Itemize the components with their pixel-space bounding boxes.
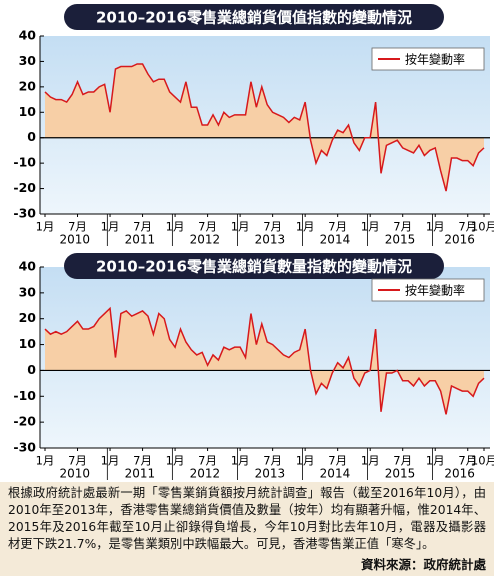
y-tick-label: 30 <box>19 284 37 299</box>
x-tick-label: 1月 <box>296 454 315 468</box>
x-tick-label: 1月 <box>361 454 380 468</box>
y-tick-label: -10 <box>13 155 36 170</box>
x-tick-label: 7月 <box>263 454 282 468</box>
legend-box <box>371 278 485 302</box>
note-text: 根據政府統計處最新一期「零售業銷貨額按月統計調查」報告（截至2016年10月），… <box>8 486 486 551</box>
y-tick-label: 20 <box>19 78 37 93</box>
y-tick-label: 0 <box>27 129 36 144</box>
x-tick-label: 7月 <box>133 220 152 234</box>
x-tick-label: 7月 <box>198 220 217 234</box>
x-tick-label: 1月 <box>231 454 250 468</box>
x-group-label: 2015 <box>385 467 416 481</box>
x-tick-label: 7月 <box>68 454 87 468</box>
x-tick-label: 1月 <box>36 454 55 468</box>
x-group-label: 2010 <box>60 233 91 247</box>
y-tick-label: 20 <box>19 310 37 325</box>
y-tick-label: -20 <box>13 414 36 429</box>
x-tick-label: 7月 <box>393 454 412 468</box>
x-tick-label: 7月 <box>68 220 87 234</box>
x-group-label: 2013 <box>255 233 286 247</box>
chart-title: 2010–2016零售業總銷貨數量指數的變動情況 <box>96 258 412 276</box>
x-tick-label: 7月 <box>133 454 152 468</box>
x-group-label: 2012 <box>190 233 221 247</box>
series-area <box>45 308 484 415</box>
x-group-label: 2012 <box>190 467 221 481</box>
legend-label: 按年變動率 <box>405 52 465 67</box>
x-group-label: 2010 <box>60 467 91 481</box>
y-tick-label: -10 <box>13 388 36 403</box>
note: 根據政府統計處最新一期「零售業銷貨額按月統計調查」報告（截至2016年10月），… <box>0 482 494 576</box>
x-tick-label: 1月 <box>426 220 445 234</box>
chart-title: 2010–2016零售業總銷貨價值指數的變動情況 <box>96 9 412 27</box>
series-area <box>45 63 484 192</box>
x-tick-label: 7月 <box>328 454 347 468</box>
x-tick-label: 7月 <box>458 454 477 468</box>
source: 資料來源：政府統計處 <box>356 556 486 573</box>
x-tick-label: 1月 <box>36 220 55 234</box>
legend-label: 按年變動率 <box>405 283 465 298</box>
legend-box <box>371 47 485 71</box>
y-tick-label: -30 <box>13 440 36 455</box>
series-line <box>44 63 485 192</box>
x-group-label: 2014 <box>320 233 351 247</box>
x-tick-label: 10月 <box>471 454 494 468</box>
y-tick-label: 40 <box>19 28 37 43</box>
y-tick-label: -20 <box>13 180 36 195</box>
x-group-label: 2011 <box>125 233 156 247</box>
x-group-label: 2015 <box>385 233 416 247</box>
chart-title-bar <box>64 4 444 30</box>
x-group-label: 2011 <box>125 467 156 481</box>
x-tick-label: 1月 <box>101 454 120 468</box>
y-tick-label: 40 <box>19 259 37 274</box>
y-tick-label: 0 <box>27 362 36 377</box>
y-tick-label: 10 <box>19 104 37 119</box>
x-group-label: 2016 <box>444 467 475 481</box>
y-tick-label: 30 <box>19 53 37 68</box>
y-tick-label: 10 <box>19 336 37 351</box>
x-tick-label: 10月 <box>471 220 494 234</box>
x-tick-label: 1月 <box>361 220 380 234</box>
x-tick-label: 7月 <box>328 220 347 234</box>
x-tick-label: 7月 <box>458 220 477 234</box>
x-tick-label: 1月 <box>231 220 250 234</box>
x-tick-label: 7月 <box>263 220 282 234</box>
x-tick-label: 1月 <box>426 454 445 468</box>
x-group-label: 2013 <box>255 467 286 481</box>
x-group-label: 2014 <box>320 467 351 481</box>
y-tick-label: -30 <box>13 206 36 221</box>
x-tick-label: 1月 <box>166 220 185 234</box>
x-tick-label: 1月 <box>101 220 120 234</box>
x-group-label: 2016 <box>444 233 475 247</box>
chart-title-bar <box>64 253 444 279</box>
x-tick-label: 7月 <box>198 454 217 468</box>
series-line <box>44 306 485 415</box>
x-tick-label: 1月 <box>166 454 185 468</box>
x-tick-label: 1月 <box>296 220 315 234</box>
x-tick-label: 7月 <box>393 220 412 234</box>
